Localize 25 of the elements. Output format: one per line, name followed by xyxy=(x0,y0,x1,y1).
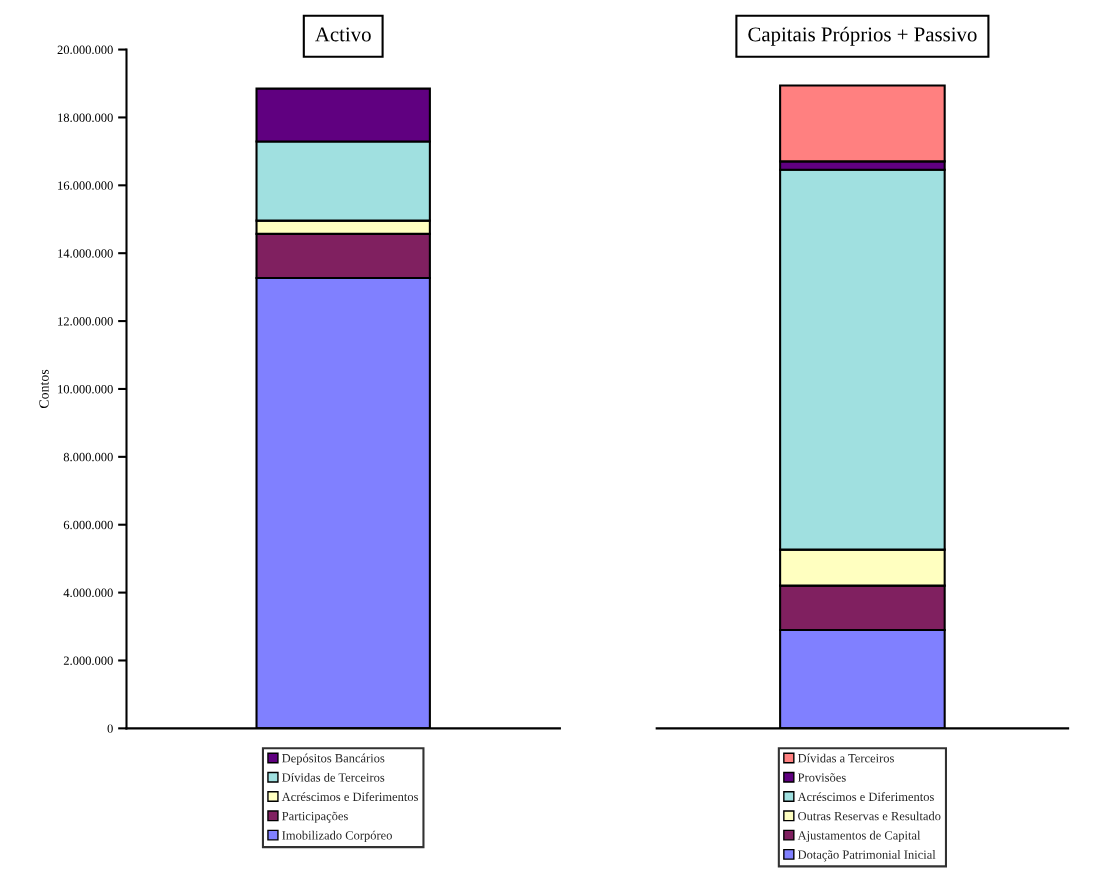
y-tick-label: 10.000.000 xyxy=(58,384,113,394)
legend-label: Provisões xyxy=(797,773,846,782)
legend-label: Acréscimos e Diferimentos xyxy=(281,792,418,801)
legend-label: Imobilizado Corpóreo xyxy=(282,830,392,843)
y-tick-label: 0 xyxy=(107,724,113,733)
chart-title: Capitais Próprios + Passivo xyxy=(748,26,977,46)
y-tick-label: 12.000.000 xyxy=(58,317,113,326)
chart-title: Activo xyxy=(315,27,371,42)
y-tick-label: 18.000.000 xyxy=(58,113,113,122)
y-tick-label: 4.000.000 xyxy=(63,588,113,598)
y-tick-label: 20.000.000 xyxy=(57,45,113,55)
y-tick-label: 8.000.000 xyxy=(63,452,113,462)
y-tick-label: 14.000.000 xyxy=(58,249,113,258)
legend-label: Dívidas de Terceiros xyxy=(282,772,385,782)
y-axis-title: Contos xyxy=(39,369,49,409)
legend-label: Acréscimos e Diferimentos xyxy=(797,792,934,801)
legend-label: Depósitos Bancários xyxy=(282,753,385,765)
legend-label: Ajustamentos de Capital xyxy=(797,830,921,843)
legend-label: Dívidas a Terceiros xyxy=(797,753,894,763)
y-tick-label: 2.000.000 xyxy=(63,656,113,665)
y-tick-label: 6.000.000 xyxy=(63,520,113,530)
legend-label: Outras Reservas e Resultado xyxy=(798,811,941,821)
y-tick-label: 16.000.000 xyxy=(58,181,113,190)
legend-label: Participações xyxy=(282,811,348,823)
legend-label: Dotação Patrimonial Inicial xyxy=(797,850,936,862)
